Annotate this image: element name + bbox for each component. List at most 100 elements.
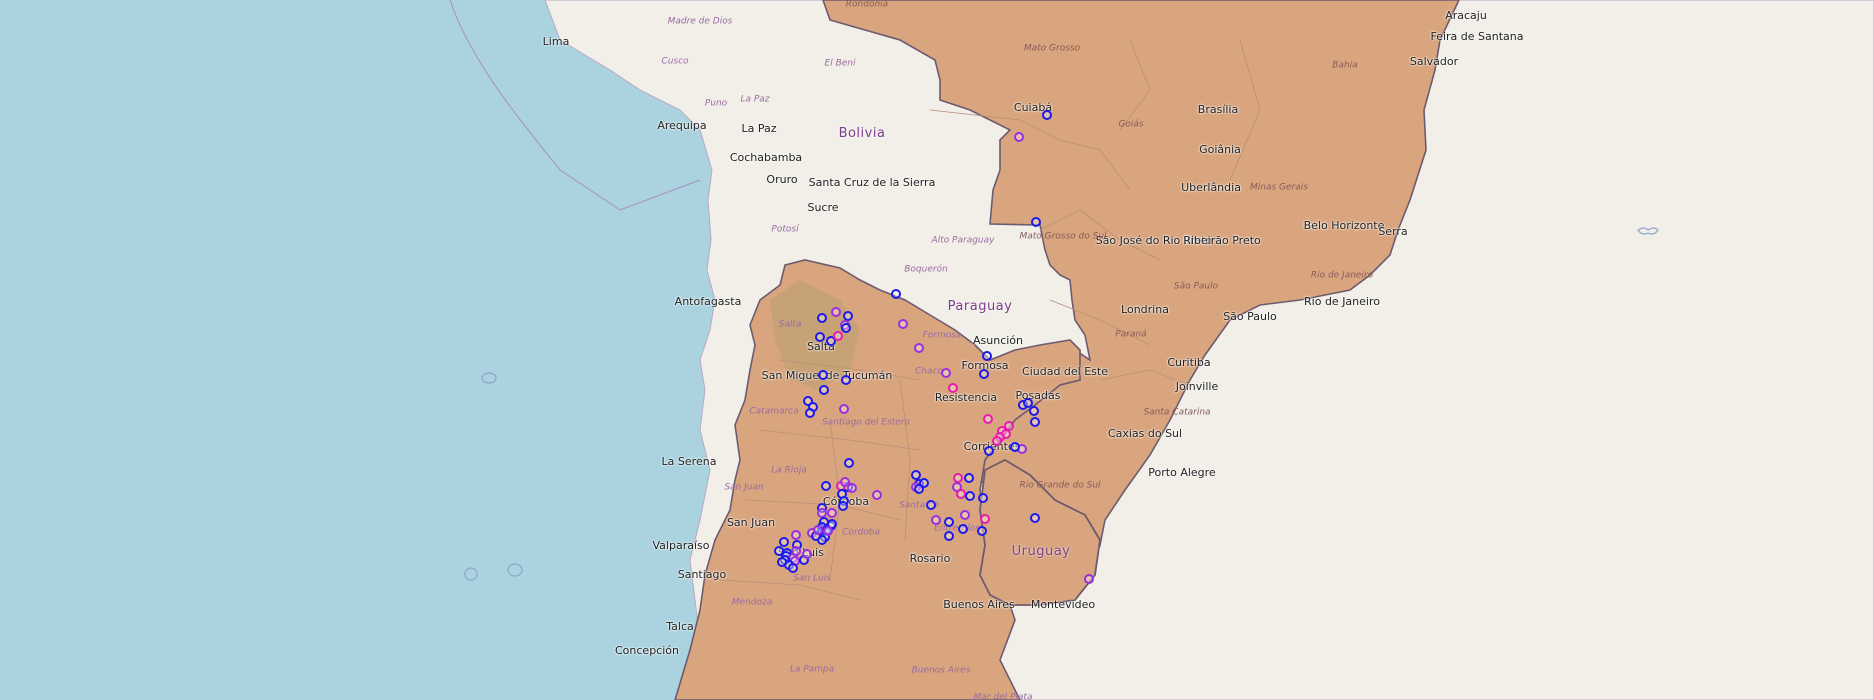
city-label: Rio de Janeiro bbox=[1304, 295, 1380, 309]
city-label: Londrina bbox=[1121, 303, 1169, 317]
location-marker[interactable] bbox=[802, 549, 812, 559]
state-boundary bbox=[1099, 369, 1191, 386]
lake bbox=[507, 563, 523, 577]
region-label: Santiago del Estero bbox=[822, 417, 910, 428]
region-argentina bbox=[674, 259, 1081, 700]
location-marker[interactable] bbox=[841, 375, 851, 385]
location-marker[interactable] bbox=[953, 473, 963, 483]
city-label: Serra bbox=[1378, 225, 1408, 239]
city-label: Belo Horizonte bbox=[1303, 219, 1385, 233]
location-marker[interactable] bbox=[779, 537, 789, 547]
location-marker[interactable] bbox=[839, 404, 849, 414]
location-marker[interactable] bbox=[984, 446, 994, 456]
location-marker[interactable] bbox=[821, 481, 831, 491]
location-marker[interactable] bbox=[826, 336, 836, 346]
location-marker[interactable] bbox=[819, 385, 829, 395]
city-label: Sucre bbox=[807, 201, 839, 215]
location-marker[interactable] bbox=[1084, 574, 1094, 584]
location-marker[interactable] bbox=[948, 383, 958, 393]
region-label: Puno bbox=[704, 98, 728, 109]
state-boundary bbox=[929, 109, 1131, 191]
location-marker[interactable] bbox=[944, 517, 954, 527]
region-label: Potosí bbox=[771, 224, 799, 235]
location-marker[interactable] bbox=[914, 343, 924, 353]
location-marker[interactable] bbox=[788, 563, 798, 573]
region-label: Alto Paraguay bbox=[931, 235, 995, 246]
region-label: Santa Catarina bbox=[1143, 407, 1211, 418]
location-marker[interactable] bbox=[926, 500, 936, 510]
location-marker[interactable] bbox=[914, 484, 924, 494]
location-marker[interactable] bbox=[815, 332, 825, 342]
state-boundary bbox=[759, 429, 921, 451]
location-marker[interactable] bbox=[818, 370, 828, 380]
region-label: Mato Grosso bbox=[1023, 43, 1081, 54]
city-label: Porto Alegre bbox=[1148, 466, 1216, 480]
location-marker[interactable] bbox=[919, 478, 929, 488]
location-marker[interactable] bbox=[1031, 217, 1041, 227]
location-marker[interactable] bbox=[827, 508, 837, 518]
location-marker[interactable] bbox=[1029, 406, 1039, 416]
location-marker[interactable] bbox=[805, 408, 815, 418]
location-marker[interactable] bbox=[823, 526, 833, 536]
city-label: San Juan bbox=[726, 516, 776, 530]
location-marker[interactable] bbox=[941, 368, 951, 378]
location-marker[interactable] bbox=[1014, 132, 1024, 142]
city-label: Cuiabá bbox=[1013, 101, 1053, 115]
city-label: Joinville bbox=[1175, 380, 1219, 394]
location-marker[interactable] bbox=[958, 524, 968, 534]
location-marker[interactable] bbox=[841, 323, 851, 333]
location-marker[interactable] bbox=[965, 491, 975, 501]
location-marker[interactable] bbox=[872, 490, 882, 500]
location-marker[interactable] bbox=[979, 369, 989, 379]
location-marker[interactable] bbox=[960, 510, 970, 520]
island bbox=[1637, 227, 1659, 235]
location-marker[interactable] bbox=[931, 515, 941, 525]
location-marker[interactable] bbox=[964, 473, 974, 483]
region-label: Mar del Plata bbox=[973, 692, 1033, 700]
city-label: São Paulo bbox=[1223, 310, 1277, 324]
city-label: Brasília bbox=[1197, 103, 1239, 117]
city-label: Santiago bbox=[677, 568, 727, 582]
location-marker[interactable] bbox=[978, 493, 988, 503]
city-label: São José do Rio Preto bbox=[1095, 234, 1213, 248]
location-marker[interactable] bbox=[1030, 513, 1040, 523]
city-label: San Luis bbox=[778, 546, 824, 560]
state-boundary bbox=[899, 379, 911, 541]
location-marker[interactable] bbox=[847, 483, 857, 493]
location-marker[interactable] bbox=[813, 525, 823, 535]
city-label: Concepción bbox=[615, 644, 679, 658]
location-marker[interactable] bbox=[838, 501, 848, 511]
region-label: Rio Grande do Sul bbox=[1019, 480, 1101, 491]
location-marker[interactable] bbox=[983, 414, 993, 424]
location-marker[interactable] bbox=[840, 477, 850, 487]
location-marker[interactable] bbox=[992, 436, 1002, 446]
region-label: Chaco bbox=[915, 366, 943, 377]
location-marker[interactable] bbox=[980, 514, 990, 524]
state-boundary bbox=[1119, 39, 1151, 131]
location-marker[interactable] bbox=[777, 557, 787, 567]
location-marker[interactable] bbox=[977, 526, 987, 536]
location-marker[interactable] bbox=[1042, 110, 1052, 120]
location-marker[interactable] bbox=[833, 331, 843, 341]
maritime-boundary bbox=[449, 0, 701, 211]
location-marker[interactable] bbox=[817, 313, 827, 323]
region-label: Santa Fe bbox=[899, 500, 939, 511]
location-marker[interactable] bbox=[831, 307, 841, 317]
location-marker[interactable] bbox=[1010, 442, 1020, 452]
location-marker[interactable] bbox=[944, 531, 954, 541]
country-label: Uruguay bbox=[1011, 544, 1071, 560]
location-marker[interactable] bbox=[844, 458, 854, 468]
location-marker[interactable] bbox=[774, 546, 784, 556]
city-label: Resistencia bbox=[934, 391, 998, 405]
location-marker[interactable] bbox=[898, 319, 908, 329]
location-marker[interactable] bbox=[891, 289, 901, 299]
location-marker[interactable] bbox=[1023, 398, 1033, 408]
location-marker[interactable] bbox=[791, 530, 801, 540]
location-marker[interactable] bbox=[1030, 417, 1040, 427]
location-marker[interactable] bbox=[982, 351, 992, 361]
region-label: La Pampa bbox=[789, 664, 835, 675]
city-label: Ribeirão Preto bbox=[1183, 234, 1261, 248]
state-boundary bbox=[1049, 299, 1151, 346]
city-label: Goiânia bbox=[1199, 143, 1241, 157]
